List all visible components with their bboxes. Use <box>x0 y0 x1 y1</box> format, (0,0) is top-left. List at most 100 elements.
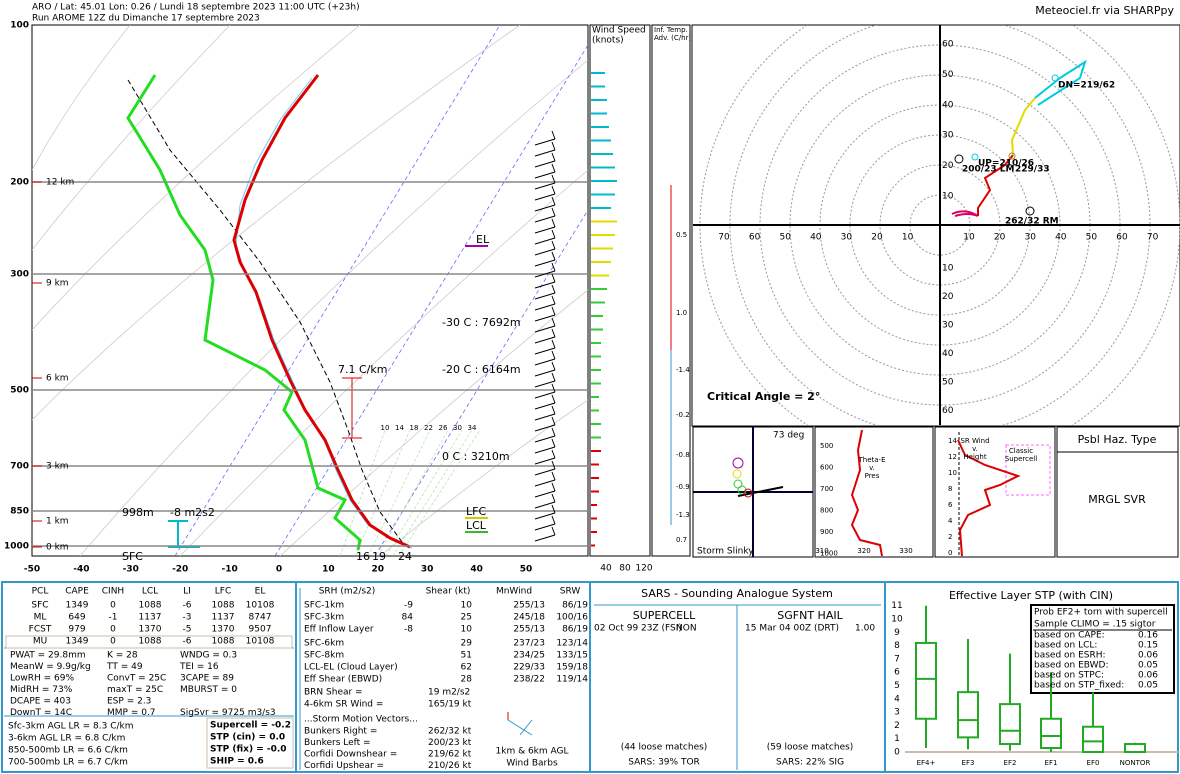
mr-label: 34 <box>468 424 477 432</box>
barb-flag <box>551 383 556 393</box>
barb-staff <box>534 490 556 498</box>
dewpoint-trace <box>126 74 362 551</box>
label: MRGL SVR <box>1088 493 1146 506</box>
supercell-zone <box>1005 444 1051 496</box>
td: ML <box>34 613 47 623</box>
vector: Bunkers Left = <box>304 738 371 748</box>
label: 19 <box>372 550 386 563</box>
th: Shear (kt) <box>426 587 471 597</box>
barb-flag <box>551 152 556 162</box>
height-label: 9 km <box>46 279 69 289</box>
label: Wind Speed <box>592 26 646 36</box>
label: 1km & 6km AGL <box>496 747 569 757</box>
ws-tick: 120 <box>635 564 652 574</box>
td: 10108 <box>246 637 275 647</box>
index: MBURST = 0 <box>180 685 237 695</box>
barb-staff <box>534 336 556 344</box>
temp-label: -40 <box>73 565 89 575</box>
th: EL <box>255 587 266 597</box>
stp-tick: 9 <box>894 628 900 638</box>
label: 200/23 LM <box>962 165 1014 175</box>
index: PWAT = 29.8mm <box>10 651 86 661</box>
pressure-label: 200 <box>10 178 29 188</box>
bunkers-left <box>954 154 964 164</box>
ring-label: 40 <box>942 349 954 359</box>
barb-staff <box>534 215 556 223</box>
hodo-3-6km <box>1010 97 1036 156</box>
barb-staff <box>534 281 556 289</box>
barb-flag <box>551 372 556 382</box>
adiabat <box>79 59 588 556</box>
prob: 0.05 <box>1138 661 1158 671</box>
temp-label: 0 <box>276 565 282 575</box>
slinky-ring <box>732 457 744 469</box>
ring-label: 60 <box>942 40 954 50</box>
barb-staff <box>534 479 556 487</box>
vector: 219/62 kt <box>428 750 472 760</box>
ring-label: 50 <box>942 70 954 80</box>
stp-tick: 6 <box>894 668 900 678</box>
td: 123/14 <box>556 639 588 649</box>
td: 100/16 <box>556 613 588 623</box>
adv-label: -0.9 <box>676 483 690 491</box>
slinky-vector <box>737 486 784 497</box>
isotherm <box>374 209 588 556</box>
label: v. <box>972 445 978 453</box>
extra: 19 m2/s2 <box>428 688 470 698</box>
vector: 210/26 kt <box>428 761 472 771</box>
td: -5 <box>183 625 192 635</box>
mean-wind <box>1008 152 1016 160</box>
lapse-rate: 850-500mb LR = 6.6 C/km <box>8 746 128 756</box>
barb-staff <box>534 149 556 157</box>
td: 238/22 <box>513 675 545 685</box>
label: Classic <box>1009 447 1033 455</box>
adiabat <box>32 25 131 171</box>
barb-staff <box>534 259 556 267</box>
barb-staff <box>534 248 556 256</box>
ring-label: 60 <box>942 406 954 416</box>
pressure-label: 850 <box>10 507 29 517</box>
mr-label: 10 <box>381 424 390 432</box>
mixing-ratio <box>339 429 481 556</box>
label: SR Wind <box>960 437 989 445</box>
adiabat <box>279 289 588 556</box>
isotherm <box>174 25 501 556</box>
height-label: 12 <box>948 453 957 461</box>
temp-label: 10 <box>322 565 335 575</box>
th: CINH <box>102 587 124 597</box>
parcel-trace <box>127 79 406 547</box>
barb-flag <box>551 185 556 195</box>
ring-label: 50 <box>942 378 954 388</box>
hazard-frame <box>1056 426 1179 558</box>
stp-category: EF3 <box>962 759 975 767</box>
prob: 0.16 <box>1138 631 1158 641</box>
th: LI <box>183 587 191 597</box>
td: 159/18 <box>556 663 588 673</box>
td: SFC-8km <box>304 651 344 661</box>
box <box>999 703 1021 746</box>
td: SFC-6km <box>304 639 344 649</box>
td: Eff Shear (EBWD) <box>304 675 382 685</box>
barb-staff <box>534 534 556 542</box>
mr-line <box>339 429 386 556</box>
index: MMP = 0.7 <box>107 708 156 718</box>
td: 119/14 <box>556 675 588 685</box>
index: SigSvr = 9725 m3/s3 <box>180 708 276 718</box>
label: (44 loose matches) <box>621 743 708 753</box>
td: 10 <box>461 625 473 635</box>
index: DCAPE = 403 <box>10 697 71 707</box>
td: 84 <box>402 613 414 623</box>
label: LCL <box>466 519 487 532</box>
stp-category: NONTOR <box>1120 759 1151 767</box>
barb-staff <box>534 204 556 212</box>
barb-staff <box>534 138 556 146</box>
label: Critical Angle = 2° <box>707 390 820 403</box>
pres-label: 800 <box>820 507 833 515</box>
ring-label: 20 <box>942 292 954 302</box>
ring-label: 40 <box>810 233 822 243</box>
stp-tick: 10 <box>891 615 903 625</box>
adiabat <box>379 399 588 556</box>
td: 0 <box>110 601 116 611</box>
barb-flag <box>551 295 556 305</box>
label: 229/33 <box>1015 165 1050 175</box>
